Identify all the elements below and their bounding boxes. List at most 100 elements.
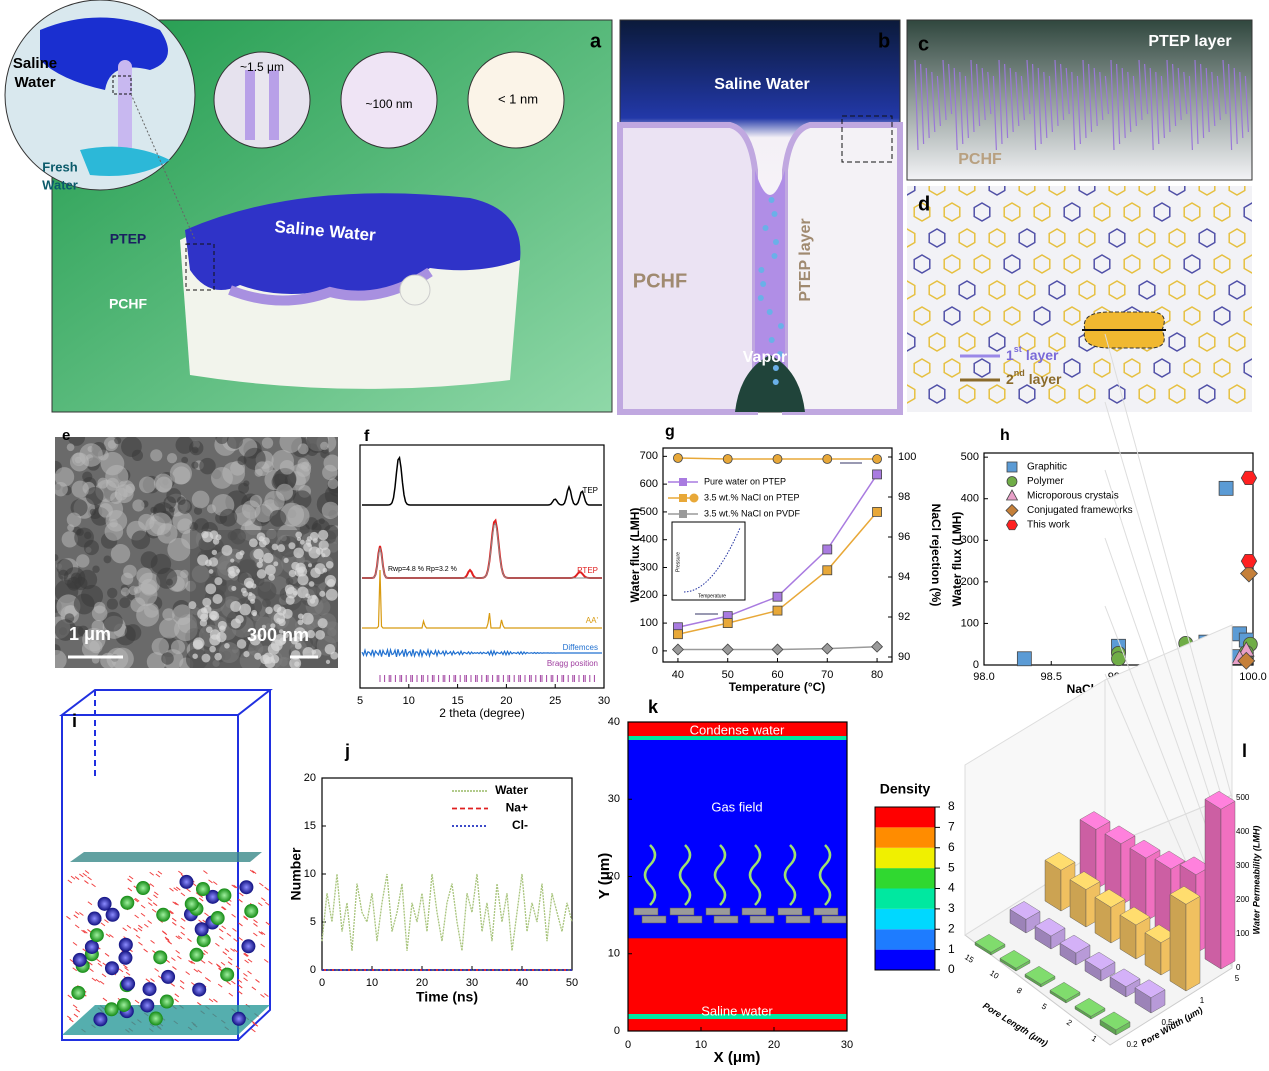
- decoration: [174, 901, 179, 906]
- decoration: [913, 358, 931, 378]
- y-tick-label: 30: [608, 793, 620, 805]
- decoration: [264, 886, 270, 891]
- decoration: [154, 968, 159, 972]
- decoration: [75, 1008, 81, 1013]
- decoration: [148, 1011, 163, 1026]
- decoration: [1259, 385, 1269, 403]
- decoration: [249, 869, 255, 874]
- decoration: [73, 914, 79, 919]
- decoration: [98, 503, 113, 518]
- decoration: [164, 936, 170, 941]
- decoration: [84, 870, 90, 874]
- decoration: [213, 998, 218, 1003]
- decoration: [208, 998, 214, 1003]
- decoration: [116, 997, 131, 1012]
- label-part: st: [1014, 344, 1022, 354]
- decoration: [254, 461, 270, 476]
- decoration: [253, 919, 258, 924]
- y-tick-label: 500: [961, 451, 979, 463]
- decoration: [315, 629, 326, 640]
- decoration: [192, 982, 207, 997]
- bar-face: [1069, 871, 1101, 890]
- axis-title: X (μm): [714, 1049, 761, 1066]
- decoration: [311, 594, 317, 600]
- decoration: [211, 466, 233, 489]
- decoration: [1138, 186, 1156, 196]
- membrane-block: [741, 907, 767, 916]
- decoration: [146, 652, 167, 668]
- decoration: [239, 892, 244, 897]
- data-point: [721, 643, 734, 656]
- decoration: [140, 578, 158, 596]
- decoration: [1078, 384, 1096, 404]
- decoration: [241, 500, 261, 519]
- decoration: [1108, 186, 1126, 196]
- decoration: [1048, 280, 1066, 300]
- decoration: [105, 464, 129, 489]
- decoration: [1123, 358, 1141, 378]
- decoration: [150, 553, 172, 575]
- decoration: [128, 875, 134, 880]
- decoration: [318, 518, 325, 525]
- decoration: [265, 564, 276, 576]
- decoration: [1060, 63, 1065, 121]
- decoration: [1153, 202, 1171, 222]
- decoration: [272, 468, 297, 492]
- y-tick-label: 96: [898, 531, 910, 543]
- x-tick-label: 60: [771, 669, 783, 681]
- membrane-block: [677, 915, 703, 924]
- z-grid-line: [1104, 333, 1233, 799]
- y-tick-label: 15: [304, 820, 316, 832]
- decoration: [138, 476, 156, 494]
- y-tick-label: 100: [640, 617, 658, 629]
- colorbar-label: 5: [948, 860, 955, 874]
- decoration: [1099, 71, 1104, 121]
- bar-face: [1204, 798, 1222, 970]
- decoration: [251, 986, 257, 991]
- decoration: [1063, 254, 1081, 274]
- decoration: [1003, 254, 1021, 274]
- decoration: [260, 943, 265, 948]
- decoration: [64, 613, 75, 623]
- decoration: [177, 935, 183, 940]
- decoration: [72, 1004, 78, 1009]
- decoration: [327, 478, 338, 490]
- decoration: [227, 566, 235, 574]
- decoration: [103, 555, 112, 564]
- decoration: [1065, 67, 1070, 115]
- decoration: [231, 585, 237, 591]
- decoration: [71, 985, 86, 1000]
- decoration: [270, 623, 276, 629]
- plot-frame: [321, 777, 573, 971]
- decoration: [56, 559, 74, 576]
- decoration: [200, 959, 206, 964]
- legend-marker: [679, 510, 687, 518]
- decoration: [987, 71, 992, 115]
- decoration: [209, 645, 216, 653]
- y-tick-label: 200: [961, 576, 979, 588]
- decoration: [91, 977, 97, 982]
- decoration: [1033, 254, 1051, 274]
- decoration: [287, 504, 310, 528]
- decoration: [55, 467, 75, 487]
- decoration: [252, 1022, 258, 1026]
- decoration: [1018, 384, 1036, 404]
- decoration: [257, 902, 263, 907]
- trace-label: AA': [586, 616, 599, 625]
- membrane-block: [777, 907, 803, 916]
- decoration: [255, 979, 260, 983]
- decoration: [159, 994, 174, 1009]
- decoration: [127, 887, 133, 892]
- bar: [1134, 979, 1166, 1014]
- decoration: [244, 952, 249, 957]
- decoration: [127, 878, 132, 883]
- decoration: [233, 884, 238, 889]
- decoration: [91, 883, 96, 888]
- decoration: [771, 211, 778, 217]
- decoration: [188, 960, 193, 964]
- colorbar-label: 6: [948, 840, 955, 854]
- membrane-block: [641, 915, 667, 924]
- decoration: [766, 309, 773, 315]
- decoration: [244, 959, 249, 964]
- decoration: [1015, 71, 1020, 127]
